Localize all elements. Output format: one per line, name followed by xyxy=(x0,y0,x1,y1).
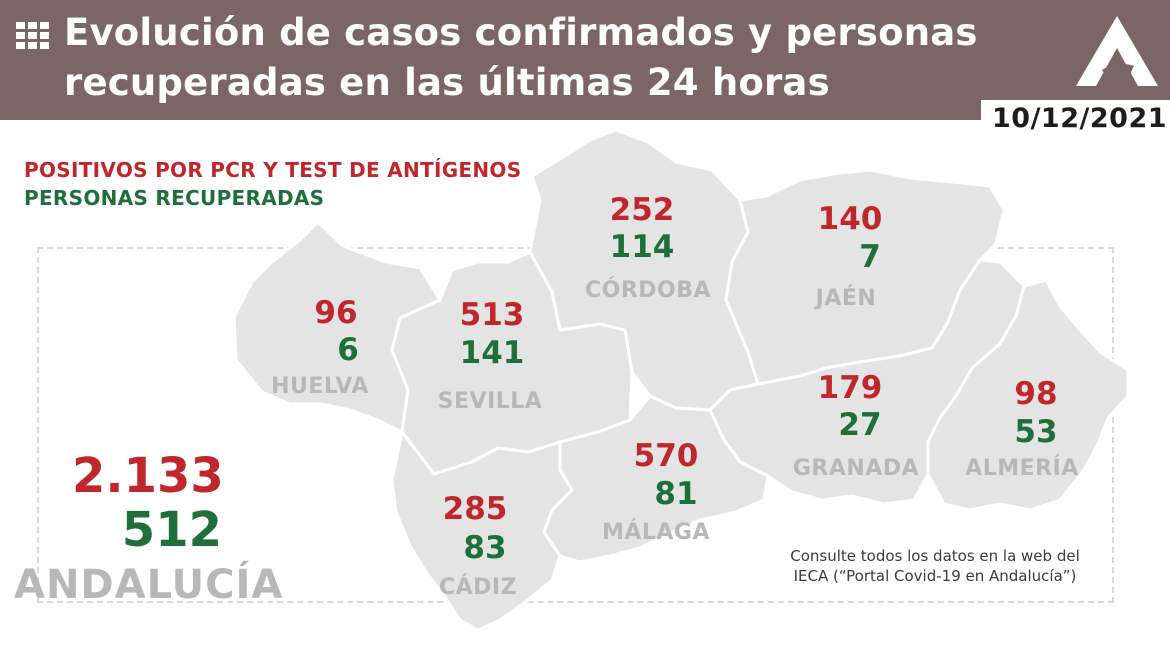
cadiz-recovered: 83 xyxy=(463,530,507,566)
sevilla-positives: 513 xyxy=(459,297,525,333)
legend-positives: POSITIVOS POR PCR Y TEST DE ANTÍGENOS xyxy=(24,158,522,182)
legend: POSITIVOS POR PCR Y TEST DE ANTÍGENOS PE… xyxy=(24,156,521,212)
huelva-recovered: 6 xyxy=(337,332,359,368)
andalucia-recovered: 512 xyxy=(121,502,222,558)
granada-recovered: 27 xyxy=(838,407,882,443)
legend-recovered: PERSONAS RECUPERADAS xyxy=(24,186,325,210)
province-shape-cadiz xyxy=(390,430,574,632)
almeria-recovered: 53 xyxy=(1014,414,1058,450)
jaen-positives: 140 xyxy=(817,201,883,237)
header-banner: Evolución de casos confirmados y persona… xyxy=(0,0,1170,120)
andalucia-label: ANDALUCÍA xyxy=(14,562,284,608)
cadiz-label: CÁDIZ xyxy=(438,575,518,600)
province-shape-almeria xyxy=(926,278,1130,512)
granada-positives: 179 xyxy=(817,370,883,406)
source-note-line-2: IECA (“Portal Covid-19 en Andalucía”) xyxy=(793,567,1077,585)
malaga-positives: 570 xyxy=(633,438,699,474)
cordoba-positives: 252 xyxy=(609,192,675,228)
jaen-recovered: 7 xyxy=(859,239,881,275)
title-line-1: Evolución de casos confirmados y persona… xyxy=(64,11,978,54)
andalucia-positives: 2.133 xyxy=(72,448,224,504)
date-tab xyxy=(981,100,1170,140)
cordoba-recovered: 114 xyxy=(609,229,675,265)
huelva-label: HUELVA xyxy=(271,374,369,399)
sevilla-label: SEVILLA xyxy=(437,389,543,414)
cadiz-positives: 285 xyxy=(442,491,508,527)
sevilla-recovered: 141 xyxy=(459,335,525,371)
report-date: 10/12/2021 xyxy=(992,103,1168,134)
province-shape-huelva xyxy=(232,220,442,434)
source-note-line-1: Consulte todos los datos en la web del xyxy=(790,547,1080,565)
malaga-label: MÁLAGA xyxy=(601,520,711,545)
page-title: Evolución de casos confirmados y persona… xyxy=(64,8,1024,108)
almeria-positives: 98 xyxy=(1014,376,1058,412)
title-line-2: recuperadas en las últimas 24 horas xyxy=(64,61,830,104)
cordoba-label: CÓRDOBA xyxy=(584,278,712,303)
grid-icon xyxy=(16,22,49,49)
jaen-label: JAÉN xyxy=(815,286,877,311)
huelva-positives: 96 xyxy=(314,295,358,331)
almeria-label: ALMERÍA xyxy=(965,456,1079,481)
granada-label: GRANADA xyxy=(792,456,920,481)
junta-andalucia-logo-icon xyxy=(1076,16,1158,86)
malaga-recovered: 81 xyxy=(654,476,698,512)
source-note: Consulte todos los datos en la web del I… xyxy=(760,546,1110,586)
